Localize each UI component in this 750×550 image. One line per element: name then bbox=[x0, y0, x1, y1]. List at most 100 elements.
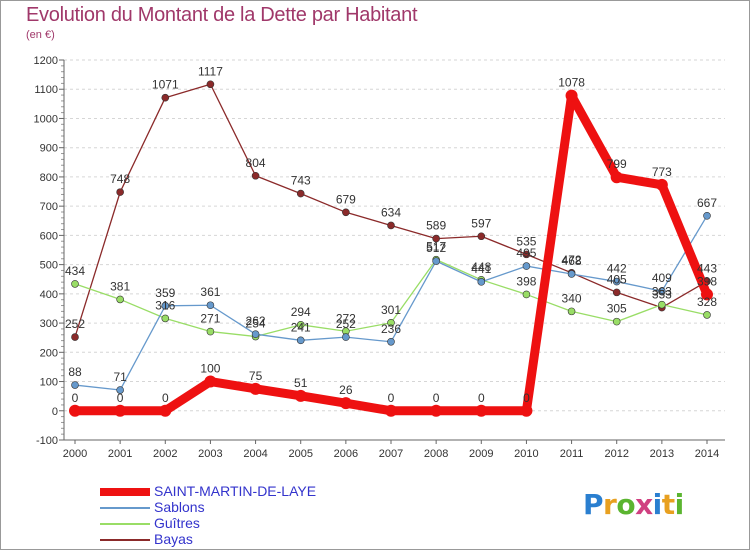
data-point bbox=[206, 80, 215, 89]
data-label: 535 bbox=[516, 234, 536, 248]
data-point bbox=[342, 333, 350, 341]
data-point bbox=[342, 208, 350, 217]
data-point bbox=[69, 404, 81, 417]
y-tick-label: 0 bbox=[52, 406, 58, 418]
data-label: 0 bbox=[162, 391, 169, 405]
data-label: 71 bbox=[113, 370, 127, 384]
data-point bbox=[520, 404, 533, 417]
data-point bbox=[114, 404, 127, 417]
data-point bbox=[567, 307, 576, 316]
data-point bbox=[339, 397, 352, 410]
data-label: 1117 bbox=[198, 64, 223, 78]
x-tick-label: 2013 bbox=[650, 448, 674, 460]
data-point bbox=[71, 333, 79, 341]
logo-letter: o bbox=[616, 488, 636, 521]
data-point bbox=[71, 381, 79, 389]
data-label: 316 bbox=[155, 298, 175, 312]
data-point bbox=[116, 295, 124, 304]
y-tick-label: 700 bbox=[40, 201, 58, 213]
data-point bbox=[251, 330, 260, 338]
x-tick-label: 2005 bbox=[288, 448, 312, 460]
data-label: 241 bbox=[291, 320, 311, 334]
data-point bbox=[522, 262, 531, 270]
data-point bbox=[161, 302, 170, 310]
data-label: 328 bbox=[697, 295, 717, 309]
data-label: 252 bbox=[65, 317, 85, 331]
data-label: 0 bbox=[523, 391, 530, 405]
data-label: 88 bbox=[68, 365, 82, 379]
data-point bbox=[116, 386, 124, 394]
x-tick-label: 2007 bbox=[379, 448, 403, 460]
x-tick-label: 2011 bbox=[560, 448, 584, 460]
logo-letter: x bbox=[635, 488, 653, 521]
y-tick-label: 600 bbox=[40, 230, 58, 242]
legend-swatch bbox=[100, 488, 150, 496]
data-point bbox=[387, 221, 395, 230]
data-label: 512 bbox=[426, 241, 446, 255]
y-tick-label: 800 bbox=[40, 172, 58, 184]
data-label: 0 bbox=[388, 391, 395, 405]
data-point bbox=[655, 178, 668, 191]
data-label: 353 bbox=[652, 288, 672, 302]
data-label: 301 bbox=[381, 303, 401, 317]
data-label: 468 bbox=[562, 254, 582, 268]
data-point bbox=[610, 171, 623, 184]
data-point bbox=[658, 287, 666, 296]
data-point bbox=[206, 301, 215, 310]
data-label: 0 bbox=[72, 391, 79, 405]
data-point bbox=[249, 382, 262, 395]
legend-entry: Guîtres bbox=[100, 515, 400, 532]
data-label: 361 bbox=[200, 285, 220, 299]
data-label: 441 bbox=[471, 262, 491, 276]
data-label: 743 bbox=[291, 174, 311, 188]
data-label: 262 bbox=[246, 314, 266, 328]
data-point bbox=[522, 290, 531, 299]
x-tick-label: 2006 bbox=[334, 448, 358, 460]
y-tick-label: 900 bbox=[40, 143, 58, 155]
series-lines bbox=[69, 80, 713, 417]
logo-letter: i bbox=[652, 488, 663, 521]
data-point bbox=[612, 317, 621, 326]
logo-letter: t bbox=[661, 488, 675, 521]
y-tick-label: 400 bbox=[40, 289, 58, 301]
x-tick-label: 2012 bbox=[604, 448, 628, 460]
data-label: 340 bbox=[562, 291, 582, 305]
data-label: 773 bbox=[652, 165, 672, 179]
data-label: 363 bbox=[652, 285, 672, 299]
x-tick-label: 2000 bbox=[63, 448, 87, 460]
data-point bbox=[159, 404, 172, 417]
data-label: 236 bbox=[381, 322, 401, 336]
legend-label: Guîtres bbox=[154, 515, 200, 531]
data-point bbox=[432, 234, 440, 243]
data-labels: 252 748 1071 1117 804 743 679 634 589 597 535 472 40… bbox=[65, 64, 717, 405]
x-tick-label: 2002 bbox=[153, 448, 177, 460]
data-point bbox=[296, 189, 305, 198]
y-tick-label: 1100 bbox=[34, 84, 58, 96]
x-tick-label: 2008 bbox=[424, 448, 448, 460]
data-point bbox=[477, 278, 486, 286]
data-point bbox=[296, 321, 305, 329]
data-label: 634 bbox=[381, 205, 401, 219]
series-line bbox=[70, 91, 712, 416]
data-label: 799 bbox=[607, 157, 627, 171]
data-label: 100 bbox=[200, 362, 220, 376]
y-tick-label: -100 bbox=[36, 435, 58, 447]
legend-swatch bbox=[100, 539, 150, 541]
data-point bbox=[567, 270, 576, 278]
data-label: 0 bbox=[478, 391, 485, 405]
legend-entry: SAINT-MARTIN-DE-LAYE bbox=[100, 483, 400, 500]
data-label: 1071 bbox=[152, 78, 179, 92]
gridlines bbox=[64, 59, 725, 441]
data-point bbox=[161, 314, 170, 323]
data-label: 26 bbox=[339, 383, 353, 397]
y-tick-label: 200 bbox=[40, 347, 58, 359]
data-point bbox=[430, 404, 443, 417]
data-point bbox=[565, 89, 578, 102]
data-label: 679 bbox=[336, 192, 356, 206]
data-label: 589 bbox=[426, 219, 446, 233]
x-tick-label: 2003 bbox=[198, 448, 222, 460]
data-point bbox=[612, 288, 621, 297]
data-label: 51 bbox=[294, 376, 308, 390]
